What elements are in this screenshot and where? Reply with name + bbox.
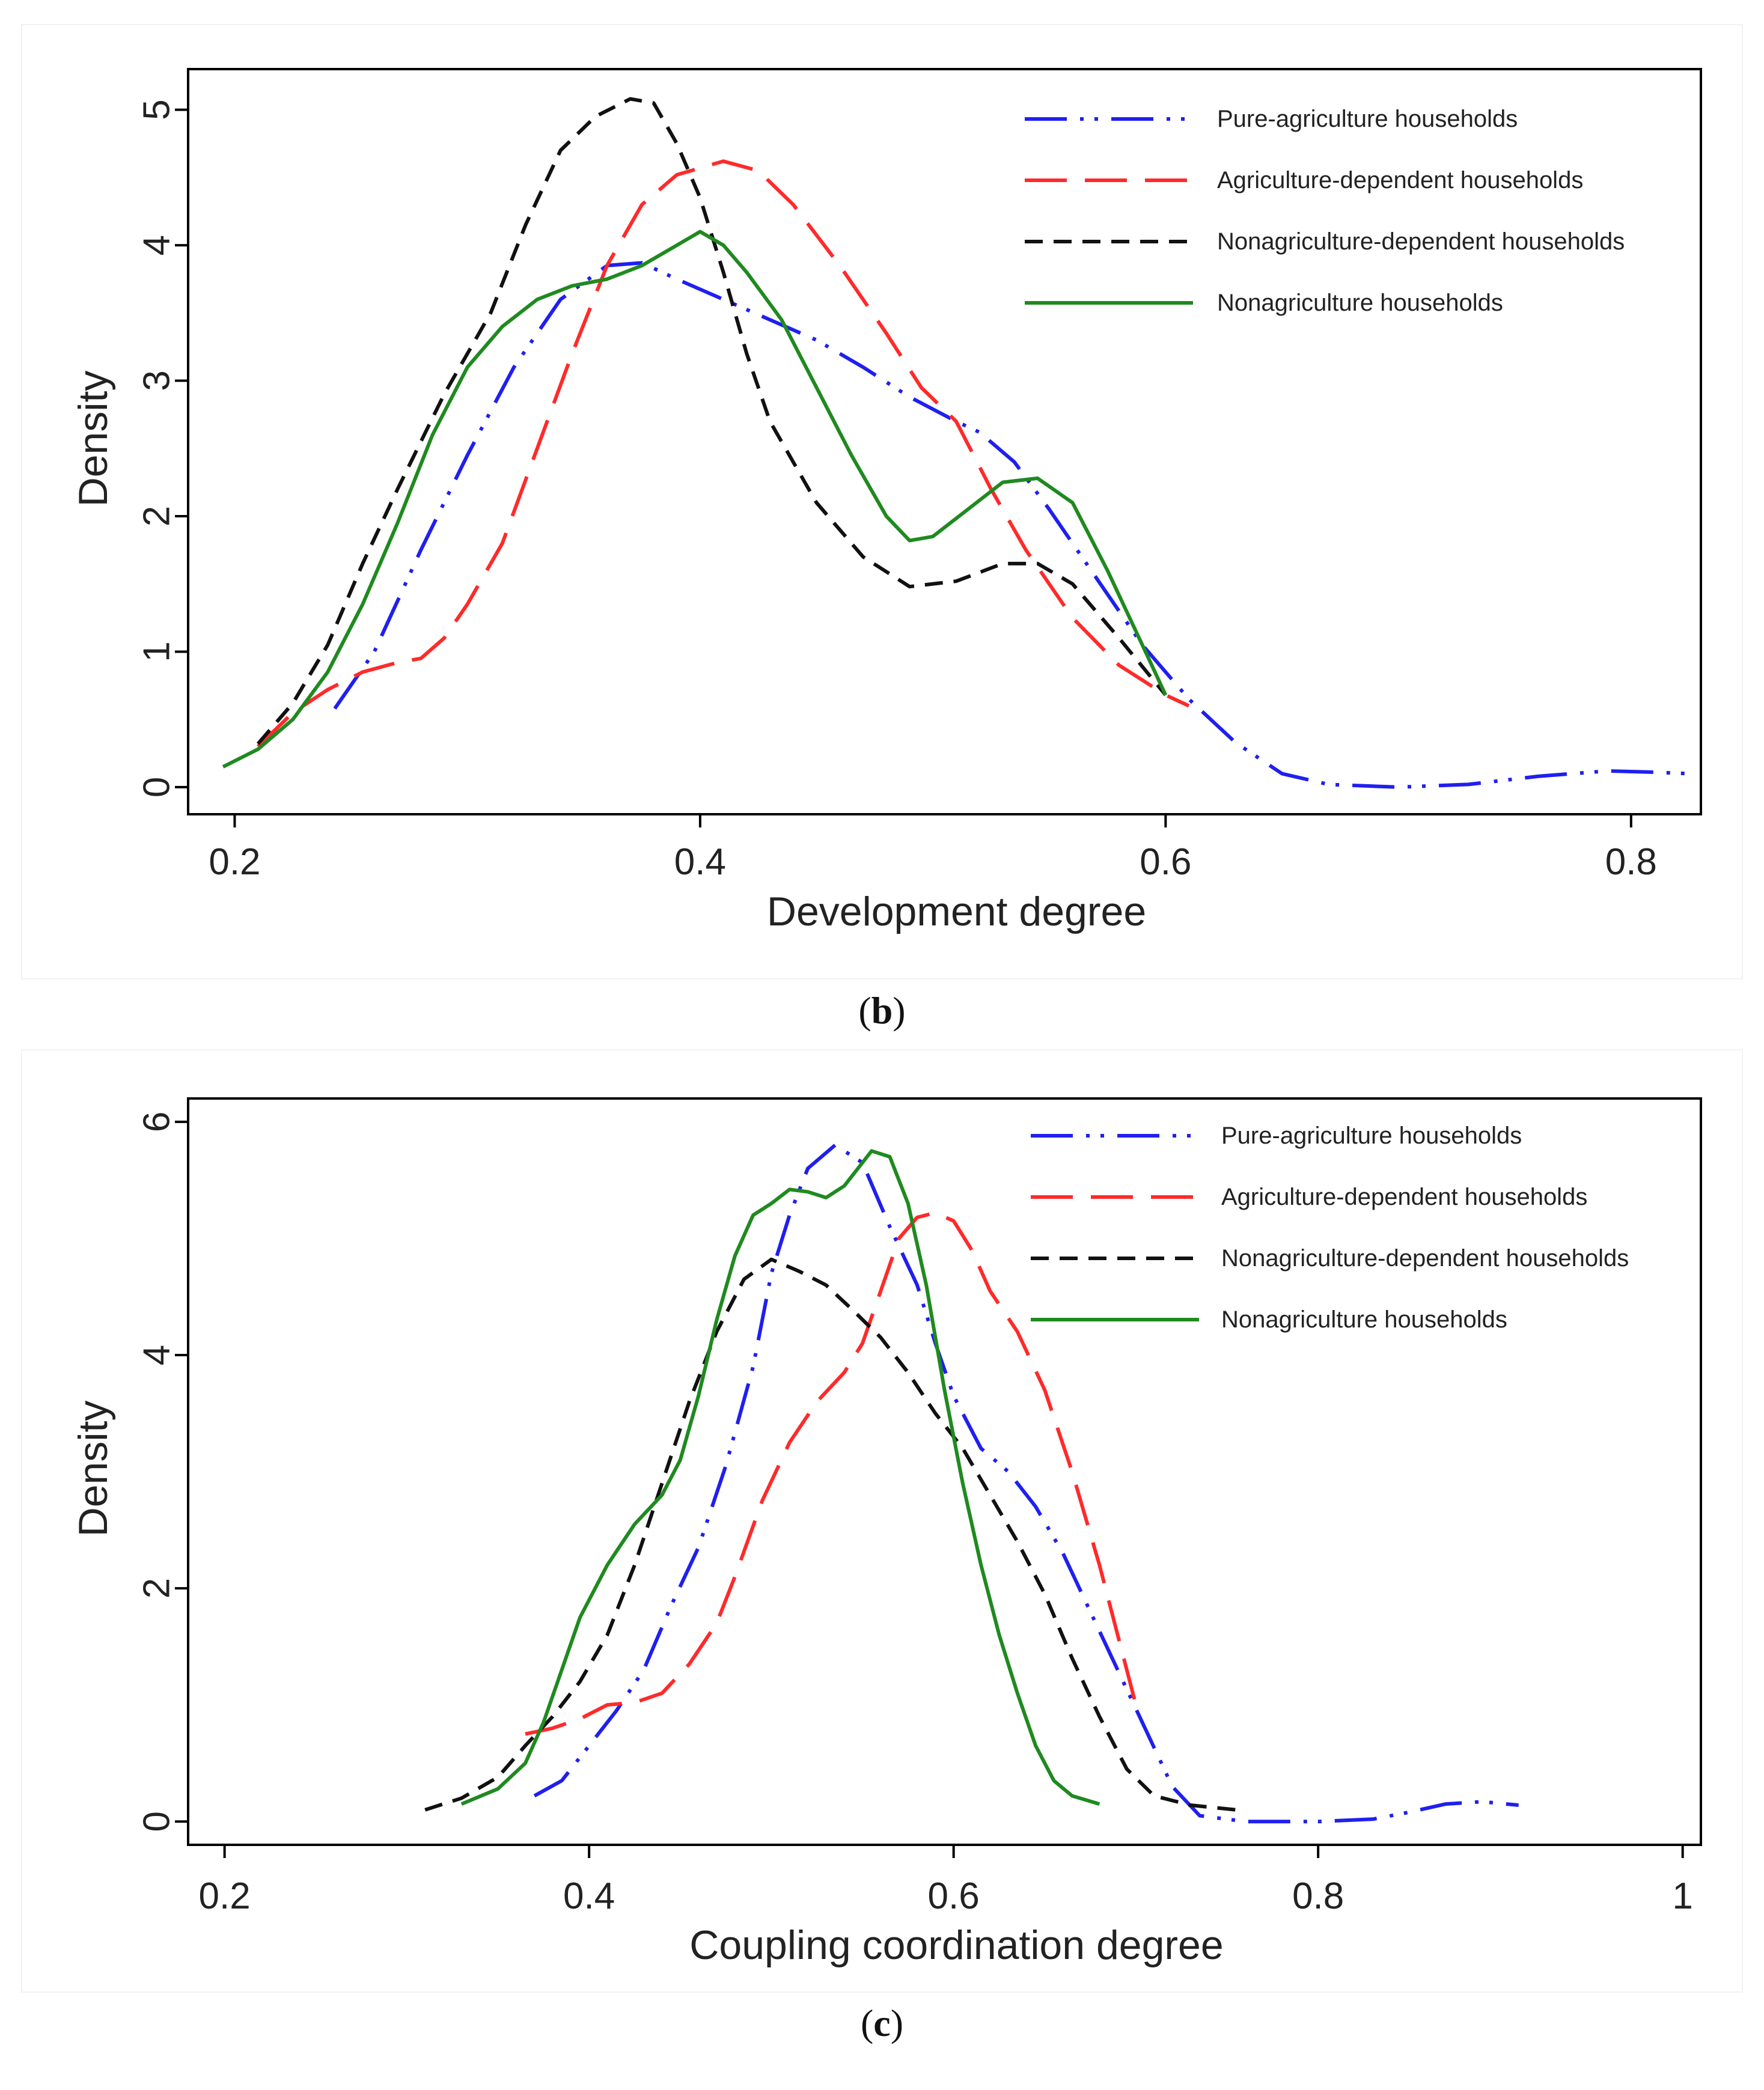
x-tick-label: 0.6 [928, 1875, 980, 1917]
x-tick-label: 0.2 [199, 1875, 251, 1917]
y-tick-label: 6 [136, 1112, 178, 1132]
series-line-pure [533, 1143, 1519, 1824]
legend-label-pure: Pure-agriculture households [1217, 106, 1518, 132]
panel-b-frame [21, 24, 1743, 979]
y-tick-label: 4 [136, 1345, 178, 1365]
y-axis-label: Density [70, 1401, 116, 1537]
y-tick-label: 2 [136, 506, 178, 526]
y-tick-label: 2 [136, 1578, 178, 1598]
plot-area [187, 1097, 1702, 1846]
x-axis-label: Coupling coordination degree [689, 1922, 1223, 1968]
x-tick-label: 0.8 [1292, 1875, 1344, 1917]
x-tick-label: 0.6 [1140, 841, 1191, 883]
y-tick-label: 3 [136, 370, 178, 391]
x-axis-label: Development degree [767, 889, 1146, 934]
series-line-agridep [257, 159, 1190, 748]
legend-label-nonagri: Nonagriculture households [1217, 290, 1503, 316]
panel-b-caption: (b) [858, 989, 906, 1032]
series-line-nonagridep [424, 1257, 1237, 1812]
series-line-pure [333, 261, 1689, 789]
plot-area [187, 68, 1702, 815]
panel-c: 0.2 0.4 0.6 0.8 1 0 2 4 6 Coupling coordination d… [0, 1040, 1764, 2090]
x-tick-label: 0.4 [563, 1875, 615, 1917]
legend-label-nonagridep: Nonagriculture-dependent households [1217, 228, 1625, 255]
legend-label-agridep: Agriculture-dependent households [1217, 167, 1583, 193]
legend-label-agridep: Agriculture-dependent households [1221, 1184, 1587, 1210]
y-tick-label: 5 [136, 99, 178, 120]
chart-coupling-coordination-degree: 0.2 0.4 0.6 0.8 1 0 2 4 6 Coupling coordination d… [70, 1097, 1702, 1968]
legend-label-pure: Pure-agriculture households [1221, 1123, 1522, 1149]
legend-label-nonagri: Nonagriculture households [1221, 1306, 1507, 1333]
x-tick-label: 0.4 [674, 841, 726, 883]
series-line-nonagridep [256, 97, 1167, 745]
series-line-nonagri [460, 1149, 1100, 1806]
y-tick-label: 0 [136, 1811, 178, 1832]
series-line-nonagri [222, 230, 1168, 769]
panel-b: 0.2 0.4 0.6 0.8 0 1 2 3 4 5 Development degree Dens… [0, 0, 1764, 1040]
y-tick-label: 1 [136, 641, 178, 662]
panel-c-frame [21, 1049, 1743, 1993]
y-axis-label: Density [70, 371, 116, 507]
x-tick-label: 0.2 [209, 841, 260, 883]
y-tick-label: 4 [136, 235, 178, 255]
chart-development-degree: 0.2 0.4 0.6 0.8 0 1 2 3 4 5 Development degree Dens… [70, 68, 1702, 934]
y-tick-label: 0 [136, 777, 178, 797]
series-line-agridep [525, 1211, 1138, 1736]
x-tick-label: 0.8 [1605, 841, 1657, 883]
panel-c-caption: (c) [860, 2002, 904, 2044]
legend-label-nonagridep: Nonagriculture-dependent households [1221, 1245, 1629, 1272]
x-tick-label: 1 [1672, 1875, 1692, 1917]
